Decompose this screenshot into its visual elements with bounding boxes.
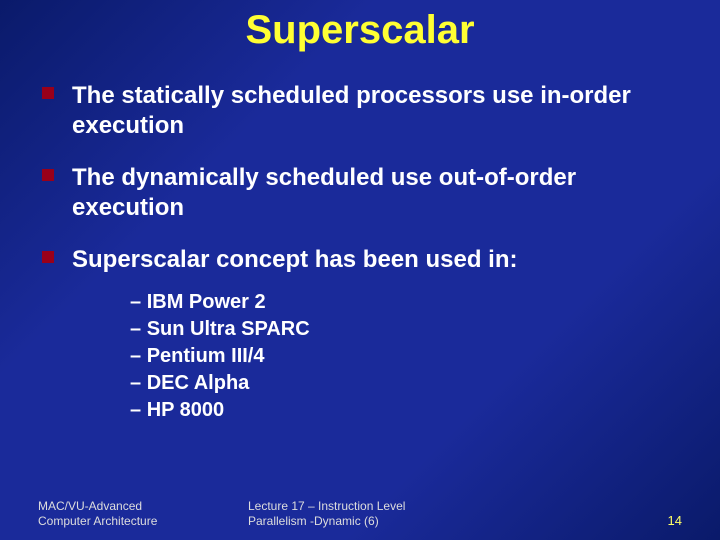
bullet-item: The dynamically scheduled use out-of-ord… bbox=[38, 163, 682, 223]
footer-left-line1: MAC/VU-Advanced bbox=[38, 499, 248, 513]
footer-center-line2: Parallelism -Dynamic (6) bbox=[248, 514, 668, 528]
slide-title: Superscalar bbox=[38, 8, 682, 53]
sub-item: HP 8000 bbox=[130, 397, 682, 424]
footer-left-line2: Computer Architecture bbox=[38, 514, 248, 528]
sub-list: IBM Power 2 Sun Ultra SPARC Pentium III/… bbox=[130, 289, 682, 424]
bullet-text: The dynamically scheduled use out-of-ord… bbox=[72, 164, 576, 221]
bullet-item: The statically scheduled processors use … bbox=[38, 81, 682, 141]
footer-left: MAC/VU-Advanced Computer Architecture bbox=[38, 499, 248, 528]
slide: Superscalar The statically scheduled pro… bbox=[0, 0, 720, 540]
footer-center-line1: Lecture 17 – Instruction Level bbox=[248, 499, 668, 513]
bullet-item: Superscalar concept has been used in: IB… bbox=[38, 245, 682, 424]
sub-item: DEC Alpha bbox=[130, 370, 682, 397]
footer: MAC/VU-Advanced Computer Architecture Le… bbox=[38, 499, 682, 528]
sub-item: Pentium III/4 bbox=[130, 343, 682, 370]
bullet-text: Superscalar concept has been used in: bbox=[72, 246, 517, 273]
sub-item: Sun Ultra SPARC bbox=[130, 316, 682, 343]
sub-item: IBM Power 2 bbox=[130, 289, 682, 316]
footer-center: Lecture 17 – Instruction Level Paralleli… bbox=[248, 499, 668, 528]
bullet-text: The statically scheduled processors use … bbox=[72, 82, 631, 139]
page-number: 14 bbox=[668, 513, 682, 528]
bullet-list: The statically scheduled processors use … bbox=[38, 81, 682, 424]
